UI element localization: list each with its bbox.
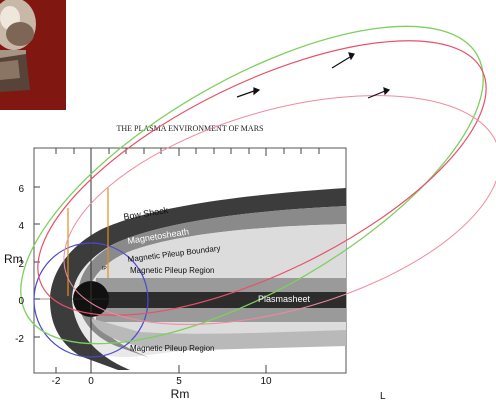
y-axis-label: Rm <box>4 252 23 266</box>
plasmasheet-core <box>96 292 346 308</box>
x-axis-label: Rm <box>171 387 190 401</box>
y-tick-4: 4 <box>18 221 24 232</box>
orbit-arrows <box>236 52 391 99</box>
blue-circle <box>33 242 149 358</box>
y-axis-ticks <box>34 186 40 338</box>
diagram-title: THE PLASMA ENVIRONMENT OF MARS <box>117 124 264 133</box>
y-tick-neg2: -2 <box>15 334 24 345</box>
lower-pileup-band <box>90 318 346 351</box>
photo-thumbnail <box>0 0 66 110</box>
x-tick-10: 10 <box>260 376 272 387</box>
x-tick-neg2: -2 <box>52 376 61 387</box>
stray-mark: L <box>380 391 386 402</box>
orbit-red <box>37 40 487 316</box>
x-tick-0: 0 <box>88 376 94 387</box>
bow-shock-band <box>50 188 346 370</box>
orbit-pink <box>63 95 496 325</box>
x-tick-5: 5 <box>176 376 182 387</box>
label-pileup-region-lower: Magnetic Pileup Region <box>130 344 215 353</box>
y-tick-6: 6 <box>18 184 24 195</box>
magnetosheath-band <box>78 206 346 358</box>
y-tick-0: 0 <box>18 296 24 307</box>
label-pileup-region-upper: Magnetic Pileup Region <box>130 266 215 275</box>
y-tick-2: 2 <box>18 259 24 270</box>
label-plasmasheet: Plasmasheet <box>258 294 311 304</box>
label-ip: IP <box>102 266 107 272</box>
